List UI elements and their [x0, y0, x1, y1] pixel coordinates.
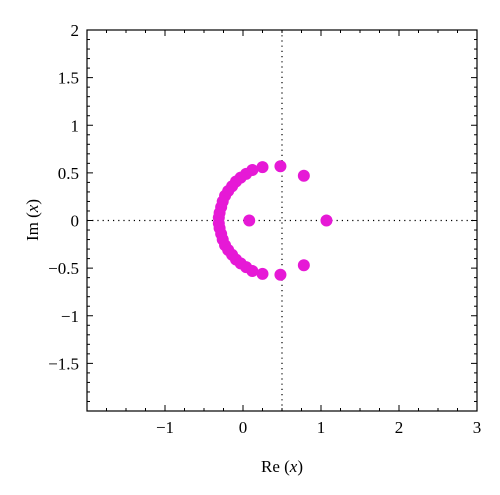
- x-tick-label: 3: [473, 418, 482, 437]
- data-point: [256, 161, 269, 174]
- x-axis-label: Re (x): [261, 457, 303, 476]
- x-tick-label: 0: [239, 418, 248, 437]
- reference-lines: [87, 30, 477, 411]
- data-points: [212, 160, 333, 281]
- data-point: [297, 259, 310, 272]
- data-point: [246, 264, 259, 277]
- y-tick-label: −1.5: [48, 354, 79, 373]
- y-tick-label: −1: [61, 307, 79, 326]
- plot-frame: [86, 29, 478, 412]
- y-tick-label: 1.5: [58, 69, 79, 88]
- y-tick-label: −0.5: [48, 259, 79, 278]
- y-tick-label: 1: [71, 116, 80, 135]
- data-point: [274, 268, 287, 281]
- y-tick-label: 0.5: [58, 164, 79, 183]
- y-tick-label: 2: [71, 21, 80, 40]
- y-tick-label: 0: [71, 212, 80, 231]
- x-tick-labels: −1 0 1 2 3: [156, 418, 481, 437]
- data-point: [256, 267, 269, 280]
- y-tick-labels: 2 1.5 1 0.5 0 −0.5 −1 −1.5: [48, 21, 79, 373]
- axis-ticks: [86, 29, 478, 412]
- data-point: [274, 160, 287, 173]
- x-tick-label: 2: [395, 418, 404, 437]
- y-axis-label: Im (x): [23, 199, 42, 241]
- data-point: [320, 214, 333, 227]
- x-tick-label: −1: [156, 418, 174, 437]
- x-tick-label: 1: [317, 418, 326, 437]
- data-point: [243, 214, 256, 227]
- data-point: [297, 169, 310, 182]
